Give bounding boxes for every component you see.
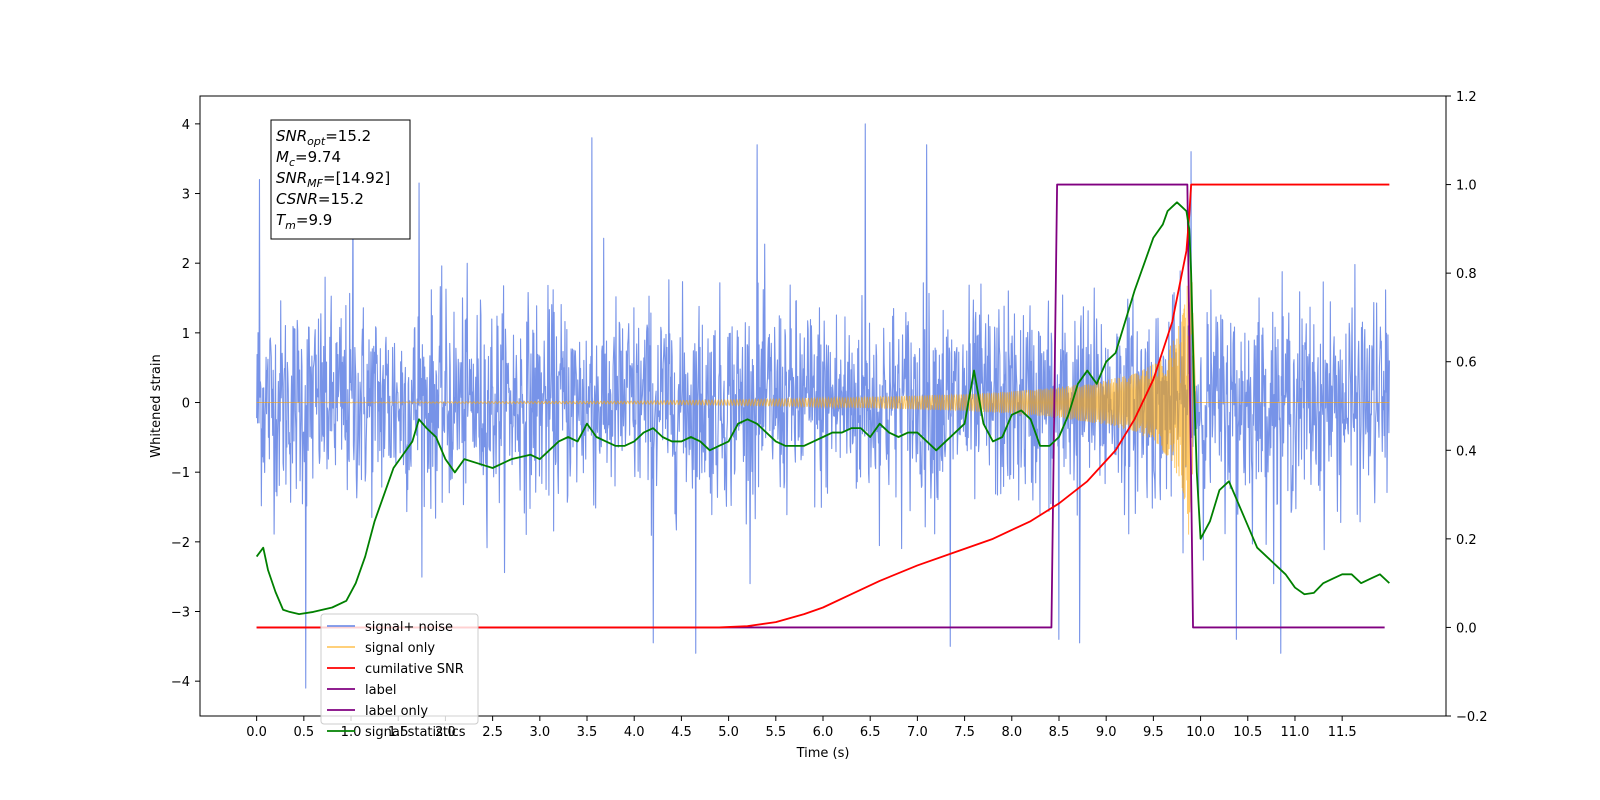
annotation-line: SNRopt=15.2 <box>276 127 371 148</box>
x-tick-label: 9.0 <box>1096 725 1117 740</box>
series-label-line <box>256 183 1385 629</box>
y-right-tick-label: 1.0 <box>1456 179 1477 194</box>
annotation-box-frame <box>270 119 411 240</box>
series-signal-only-line <box>256 252 1390 535</box>
y-right-tick-label: 0.6 <box>1456 356 1477 371</box>
annotation-line: SNRMF=[14.92] <box>276 169 390 190</box>
y-right-tick-label: 0.0 <box>1456 621 1477 636</box>
x-tick-label: 6.5 <box>860 725 881 740</box>
x-tick-label: 1.5 <box>388 725 409 740</box>
legend-entry-signal-statistics-label: signal statistics <box>365 725 466 740</box>
legend: signal+ noise signal only cumilative SNR la… <box>320 613 479 740</box>
y-left-tick-label: −2 <box>171 536 190 551</box>
y-left-tick-label: −4 <box>171 675 190 690</box>
x-tick-label: 3.0 <box>529 725 550 740</box>
y-left-tick-label: 4 <box>182 118 190 133</box>
x-tick-label: 0.5 <box>293 725 314 740</box>
legend-entry-signal-only-label: signal only <box>365 641 435 656</box>
x-tick-label: 4.5 <box>671 725 692 740</box>
y-axis-left-title: Whitened strain <box>149 354 164 457</box>
y-left-tick-label: 3 <box>182 188 190 203</box>
x-tick-label: 9.5 <box>1143 725 1164 740</box>
y-left-tick-label: 0 <box>182 397 190 412</box>
x-tick-label: 0.0 <box>246 725 267 740</box>
x-tick-label: 2.5 <box>482 725 503 740</box>
legend-frame <box>320 613 479 725</box>
legend-entry-cumulative-snr-label: cumilative SNR <box>365 662 464 677</box>
x-tick-label: 7.5 <box>954 725 975 740</box>
x-tick-label: 11.5 <box>1328 725 1357 740</box>
x-tick-label: 8.5 <box>1049 725 1070 740</box>
y-right-tick-label: 0.2 <box>1456 533 1477 548</box>
y-left-tick-label: −3 <box>171 606 190 621</box>
x-tick-label: 3.5 <box>577 725 598 740</box>
series-signal-statistics-line <box>255 201 1390 616</box>
x-tick-label: 7.0 <box>907 725 928 740</box>
x-axis-title: Time (s) <box>796 746 850 761</box>
y-right-tick-label: 1.2 <box>1456 90 1477 105</box>
y-left-tick-label: 1 <box>182 327 190 342</box>
x-tick-label: 2.0 <box>435 725 456 740</box>
stats-annotation-box: SNRopt=15.2Mc=9.74SNRMF=[14.92]CSNR=15.2… <box>270 119 411 240</box>
legend-entry-label-label: label <box>365 683 396 698</box>
series-cumulative-snr-line <box>256 183 1390 629</box>
x-axis: 0.0 0.5 1.0 1.5 2.0 2.5 3.0 3.5 4.0 4.5 5.0 5.5 6.0 6… <box>246 716 1357 740</box>
x-tick-label: 4.0 <box>624 725 645 740</box>
annotation-line: Mc=9.74 <box>276 148 341 169</box>
y-left-tick-label: −1 <box>171 466 190 481</box>
annotation-line: CSNR=15.2 <box>276 190 364 208</box>
y-right-tick-label: −0.2 <box>1456 710 1488 725</box>
x-tick-label: 6.0 <box>813 725 834 740</box>
x-tick-label: 10.0 <box>1186 725 1215 740</box>
y-right-tick-label: 0.8 <box>1456 267 1477 282</box>
x-tick-label: 8.0 <box>1001 725 1022 740</box>
x-tick-label: 5.5 <box>765 725 786 740</box>
x-tick-label: 10.5 <box>1233 725 1262 740</box>
y-right-tick-label: 0.4 <box>1456 444 1477 459</box>
annotation-line: Tm=9.9 <box>276 211 332 232</box>
y-axis-left: −4 −3 −2 −1 0 1 2 3 4 <box>171 118 200 690</box>
x-tick-label: 11.0 <box>1280 725 1309 740</box>
plot-series-layer <box>255 123 1390 689</box>
y-left-tick-label: 2 <box>182 257 190 272</box>
x-tick-label: 1.0 <box>341 725 362 740</box>
y-axis-right: −0.2 0.0 0.2 0.4 0.6 0.8 1.0 1.2 <box>1446 90 1488 725</box>
legend-entry-label-only-label: label only <box>365 704 428 719</box>
legend-entry-signal-plus-noise-label: signal+ noise <box>365 620 453 635</box>
x-tick-label: 5.0 <box>718 725 739 740</box>
